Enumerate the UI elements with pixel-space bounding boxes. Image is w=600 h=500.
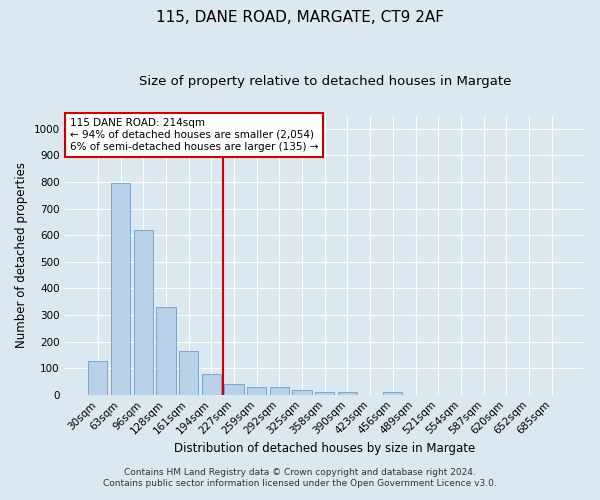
Bar <box>179 352 198 395</box>
Y-axis label: Number of detached properties: Number of detached properties <box>15 162 28 348</box>
Bar <box>134 230 153 394</box>
Bar <box>383 392 403 394</box>
Text: 115 DANE ROAD: 214sqm
← 94% of detached houses are smaller (2,054)
6% of semi-de: 115 DANE ROAD: 214sqm ← 94% of detached … <box>70 118 318 152</box>
Bar <box>224 384 244 394</box>
Bar <box>315 392 334 394</box>
Bar <box>338 392 357 394</box>
Title: Size of property relative to detached houses in Margate: Size of property relative to detached ho… <box>139 75 511 88</box>
Bar <box>88 362 107 394</box>
Bar <box>247 388 266 394</box>
Bar <box>292 390 312 394</box>
Text: 115, DANE ROAD, MARGATE, CT9 2AF: 115, DANE ROAD, MARGATE, CT9 2AF <box>156 10 444 25</box>
Bar <box>156 307 176 394</box>
Bar <box>202 374 221 394</box>
Text: Contains HM Land Registry data © Crown copyright and database right 2024.
Contai: Contains HM Land Registry data © Crown c… <box>103 468 497 487</box>
Bar <box>111 184 130 394</box>
X-axis label: Distribution of detached houses by size in Margate: Distribution of detached houses by size … <box>174 442 475 455</box>
Bar <box>270 388 289 394</box>
